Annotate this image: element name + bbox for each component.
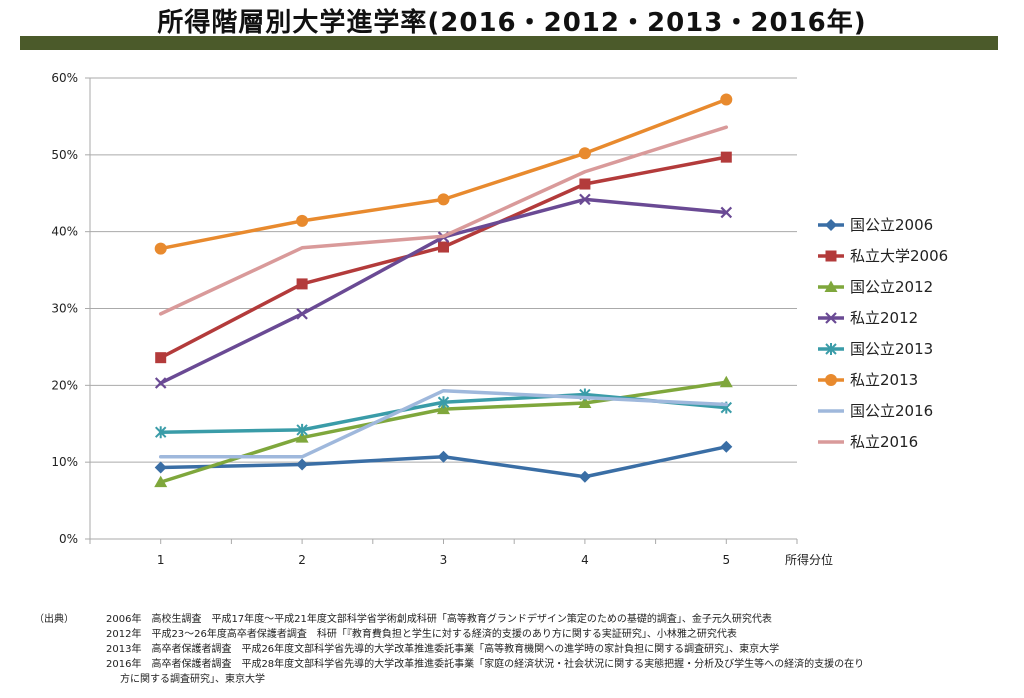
source-line-2012: 2012年 平成23～26年度高卒者保護者調査 科研「『教育費負担と学生に対する… bbox=[106, 629, 737, 640]
x-tick-label: 3 bbox=[440, 553, 448, 567]
data-point bbox=[578, 147, 591, 160]
data-point bbox=[720, 206, 733, 219]
legend-label: 国公立2013 bbox=[850, 340, 933, 358]
data-point bbox=[437, 402, 450, 415]
legend-swatch-marker bbox=[825, 219, 837, 231]
legend-swatch-marker bbox=[824, 280, 838, 292]
x-tick-label: 2 bbox=[298, 553, 306, 567]
series-line bbox=[158, 125, 729, 316]
legend-swatch-marker bbox=[825, 343, 837, 355]
source-row-2012: 2012年 平成23～26年度高卒者保護者調査 科研「『教育費負担と学生に対する… bbox=[34, 627, 994, 642]
series-line bbox=[158, 388, 729, 459]
data-point bbox=[296, 458, 309, 471]
data-point bbox=[719, 375, 733, 388]
data-point bbox=[437, 396, 450, 409]
data-point bbox=[437, 193, 450, 206]
legend-label: 私立2016 bbox=[850, 433, 918, 451]
data-point bbox=[295, 431, 309, 443]
y-tick-label: 30% bbox=[51, 302, 78, 316]
legend-label: 国公立2012 bbox=[850, 278, 933, 296]
x-tick-label: 5 bbox=[722, 553, 730, 567]
series-line bbox=[158, 197, 729, 385]
source-row-2016: 2016年 高卒者保護者調査 平成28年度文部科学省先導的大学改革推進委託事業「… bbox=[34, 657, 994, 672]
legend-label: 国公立2006 bbox=[850, 216, 933, 234]
title-bar bbox=[20, 36, 998, 50]
data-point bbox=[154, 377, 167, 389]
data-point bbox=[437, 450, 450, 463]
legend-label: 私立2013 bbox=[850, 371, 918, 389]
legend-swatch-marker bbox=[825, 312, 837, 324]
x-tick-label: 4 bbox=[581, 553, 589, 567]
y-tick-label: 40% bbox=[51, 225, 78, 239]
legend-swatch-marker bbox=[825, 374, 837, 386]
y-tick-label: 0% bbox=[59, 532, 78, 546]
x-tick-label: 1 bbox=[157, 553, 165, 567]
data-point bbox=[720, 440, 733, 453]
data-point bbox=[578, 396, 592, 409]
series-line bbox=[158, 155, 729, 360]
y-tick-label: 10% bbox=[51, 455, 78, 469]
data-point bbox=[296, 214, 309, 227]
source-line-2016-continued: 方に関する調査研究」、東京大学 bbox=[120, 674, 265, 685]
data-point bbox=[154, 426, 167, 439]
source-line-2016: 2016年 高卒者保護者調査 平成28年度文部科学省先導的大学改革推進委託事業「… bbox=[106, 659, 865, 670]
y-tick-label: 50% bbox=[51, 148, 78, 162]
legend-label: 私立大学2006 bbox=[850, 247, 948, 265]
data-point bbox=[720, 151, 732, 163]
source-prefix: （出典） bbox=[34, 614, 74, 625]
data-point bbox=[296, 278, 308, 290]
source-row-2013: 2013年 高卒者保護者調査 平成26年度文部科学省先導的大学改革推進委託事業「… bbox=[34, 642, 994, 657]
data-point bbox=[438, 241, 449, 253]
data-point bbox=[154, 242, 167, 255]
legend-label: 国公立2016 bbox=[850, 402, 933, 420]
data-point bbox=[579, 193, 591, 206]
x-axis-label: 所得分位 bbox=[785, 552, 833, 567]
y-tick-label: 60% bbox=[51, 71, 78, 85]
data-point bbox=[578, 470, 591, 483]
data-point bbox=[720, 93, 733, 106]
data-point bbox=[296, 423, 308, 436]
data-point bbox=[296, 308, 308, 320]
income-college-rate-chart: 0% 10% 20% 30% 40% 50% 60% 1 2 3 4 5 所得分位 国公立2006 私立大学… bbox=[51, 71, 948, 567]
source-line-2006: 2006年 高校生調査 平成17年度～平成21年度文部科学省学術創成科研「高等教… bbox=[106, 614, 772, 625]
source-line-2013: 2013年 高卒者保護者調査 平成26年度文部科学省先導的大学改革推進委託事業「… bbox=[106, 644, 780, 655]
legend-swatch-marker bbox=[825, 250, 837, 262]
data-point bbox=[154, 475, 168, 488]
data-point bbox=[579, 178, 591, 190]
legend-label: 私立2012 bbox=[850, 309, 918, 327]
data-point bbox=[155, 352, 167, 364]
source-row-2006: （出典） 2006年 高校生調査 平成17年度～平成21年度文部科学省学術創成科研… bbox=[34, 612, 994, 627]
data-point bbox=[154, 461, 167, 474]
y-tick-label: 20% bbox=[51, 378, 78, 392]
sources-block: （出典） 2006年 高校生調査 平成17年度～平成21年度文部科学省学術創成科研… bbox=[34, 612, 994, 687]
page-title: 所得階層別大学進学率(2016・2012・2013・2016年) bbox=[157, 8, 867, 38]
